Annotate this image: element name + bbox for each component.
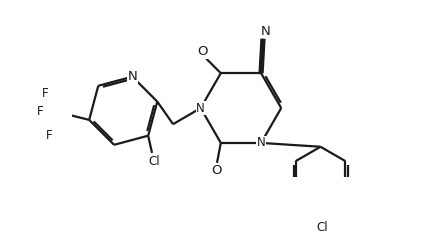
Text: N: N [257, 136, 265, 149]
Text: N: N [196, 101, 205, 114]
Text: F: F [46, 129, 52, 142]
Text: Cl: Cl [317, 221, 328, 234]
Text: N: N [260, 25, 270, 38]
Text: F: F [42, 87, 49, 100]
Text: F: F [37, 105, 44, 118]
Text: O: O [212, 164, 222, 177]
Text: Cl: Cl [148, 155, 160, 168]
Text: N: N [127, 70, 137, 83]
Text: O: O [197, 45, 208, 58]
